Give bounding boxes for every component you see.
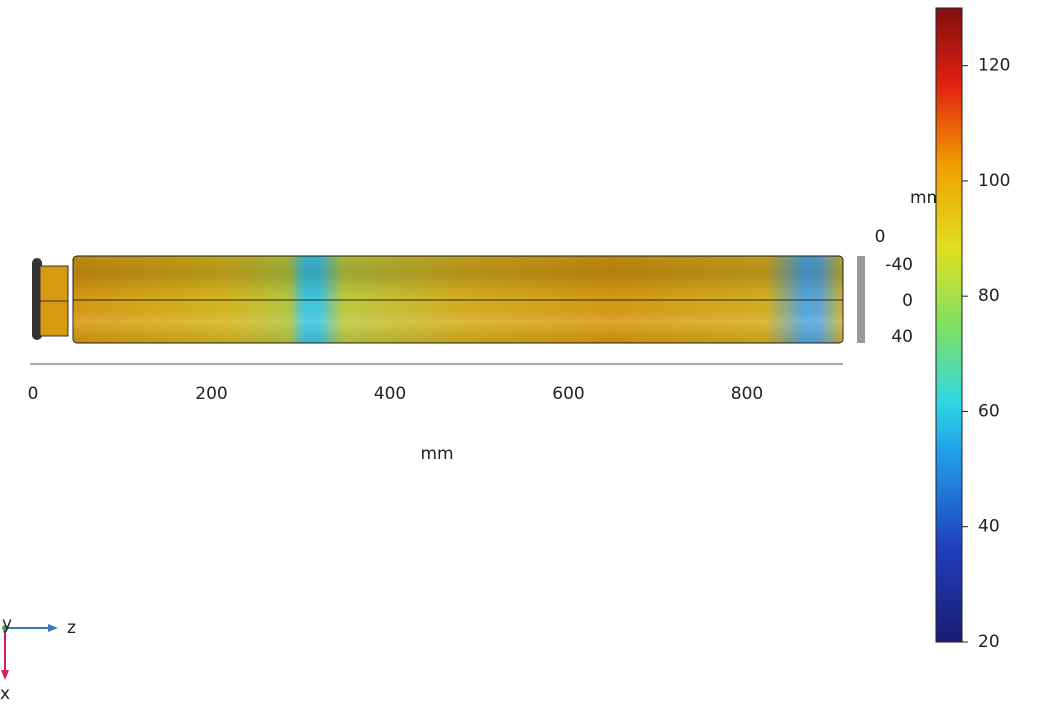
tick-label: -40 (885, 255, 913, 275)
tick-label: 0 (875, 227, 886, 247)
tick-label: 0 (902, 291, 913, 311)
triad-label: x (0, 684, 10, 703)
triad-label: z (67, 618, 76, 638)
arrow-head (1, 670, 9, 680)
geometry (30, 256, 865, 364)
colorbar-label: 60 (978, 401, 1000, 421)
tick-label: 40 (891, 327, 913, 347)
axis-unit: mm (420, 444, 453, 464)
colorbar (936, 8, 962, 642)
triad-label: y (2, 614, 12, 634)
colorbar-label: 120 (978, 56, 1010, 76)
tick-label: 400 (374, 384, 406, 404)
arrow-head (48, 624, 58, 632)
plot-window: mm mm 0 y z x 0200400600800-400402040608… (0, 0, 1046, 703)
triad: y z x (0, 614, 76, 703)
tick-label: 800 (731, 384, 763, 404)
colorbar-label: 20 (978, 632, 1000, 652)
tick-label: 600 (552, 384, 584, 404)
tick-label: 0 (28, 384, 39, 404)
colorbar-label: 80 (978, 286, 1000, 306)
colorbar-label: 100 (978, 171, 1010, 191)
tick-label: 200 (195, 384, 227, 404)
axis-line (857, 256, 865, 343)
colorbar-label: 40 (978, 517, 1000, 537)
